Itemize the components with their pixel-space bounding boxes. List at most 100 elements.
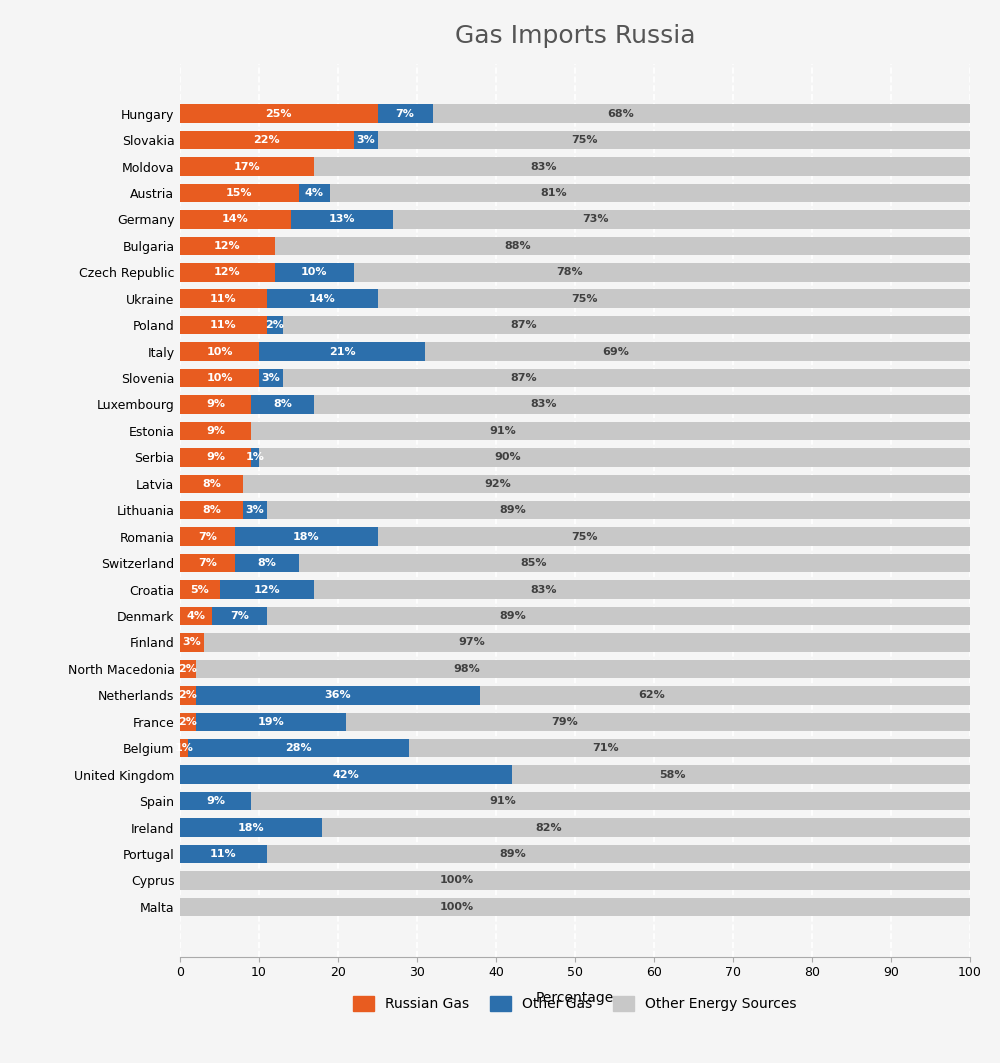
- Text: 15%: 15%: [226, 188, 252, 198]
- Text: 2%: 2%: [178, 690, 197, 701]
- Bar: [480, 686, 970, 705]
- Text: 18%: 18%: [293, 532, 320, 542]
- Text: 62%: 62%: [638, 690, 665, 701]
- Text: 7%: 7%: [396, 108, 415, 119]
- Bar: [267, 501, 970, 520]
- Text: 7%: 7%: [198, 558, 217, 568]
- Text: 14%: 14%: [309, 293, 336, 304]
- Text: 73%: 73%: [582, 215, 608, 224]
- Bar: [180, 660, 196, 678]
- Text: 9%: 9%: [206, 796, 225, 806]
- Bar: [275, 263, 354, 282]
- Text: 68%: 68%: [607, 108, 634, 119]
- Bar: [180, 449, 251, 467]
- Bar: [251, 792, 970, 810]
- Text: 10%: 10%: [301, 267, 328, 277]
- Text: 83%: 83%: [531, 162, 557, 171]
- Text: 88%: 88%: [505, 241, 531, 251]
- Bar: [330, 184, 970, 202]
- Bar: [346, 712, 970, 731]
- Bar: [298, 554, 970, 572]
- Bar: [180, 131, 354, 149]
- Text: 3%: 3%: [182, 638, 201, 647]
- Text: 8%: 8%: [257, 558, 276, 568]
- Bar: [180, 184, 298, 202]
- Bar: [314, 580, 970, 598]
- Text: 82%: 82%: [536, 823, 562, 832]
- Bar: [204, 634, 970, 652]
- Text: 17%: 17%: [234, 162, 260, 171]
- Bar: [354, 263, 970, 282]
- Text: 8%: 8%: [202, 505, 221, 516]
- Text: 9%: 9%: [206, 426, 225, 436]
- Bar: [251, 449, 259, 467]
- Bar: [180, 474, 243, 493]
- Text: 4%: 4%: [186, 611, 205, 621]
- Text: 79%: 79%: [551, 716, 578, 727]
- Text: 83%: 83%: [531, 585, 557, 594]
- Text: 75%: 75%: [572, 135, 598, 145]
- Bar: [512, 765, 970, 783]
- Text: 2%: 2%: [178, 716, 197, 727]
- Text: 36%: 36%: [325, 690, 351, 701]
- Text: 7%: 7%: [198, 532, 217, 542]
- Text: 81%: 81%: [541, 188, 567, 198]
- Bar: [180, 369, 259, 387]
- Text: 2%: 2%: [178, 664, 197, 674]
- Text: 19%: 19%: [257, 716, 284, 727]
- Text: 89%: 89%: [500, 849, 526, 859]
- Bar: [180, 395, 251, 414]
- Text: 98%: 98%: [453, 664, 480, 674]
- Text: 14%: 14%: [222, 215, 249, 224]
- Text: 3%: 3%: [246, 505, 264, 516]
- Text: 91%: 91%: [489, 796, 516, 806]
- Bar: [322, 819, 970, 837]
- Text: 13%: 13%: [329, 215, 355, 224]
- Bar: [180, 501, 243, 520]
- Legend: Russian Gas, Other Gas, Other Energy Sources: Russian Gas, Other Gas, Other Energy Sou…: [348, 991, 802, 1016]
- Text: 78%: 78%: [556, 267, 583, 277]
- Bar: [180, 263, 275, 282]
- Text: 12%: 12%: [214, 267, 241, 277]
- Bar: [409, 739, 970, 758]
- Bar: [283, 316, 970, 335]
- Bar: [235, 554, 298, 572]
- Bar: [298, 184, 330, 202]
- Bar: [180, 554, 235, 572]
- Bar: [267, 607, 970, 625]
- Title: Gas Imports Russia: Gas Imports Russia: [455, 24, 695, 48]
- Bar: [180, 634, 204, 652]
- Text: 8%: 8%: [202, 478, 221, 489]
- Text: 22%: 22%: [254, 135, 280, 145]
- Bar: [378, 527, 970, 546]
- Text: 8%: 8%: [273, 400, 292, 409]
- Text: 2%: 2%: [265, 320, 284, 331]
- Bar: [314, 395, 970, 414]
- Bar: [378, 289, 970, 308]
- Text: 91%: 91%: [489, 426, 516, 436]
- Text: 10%: 10%: [206, 373, 233, 383]
- Text: 3%: 3%: [356, 135, 375, 145]
- Text: 11%: 11%: [210, 293, 237, 304]
- Text: 1%: 1%: [246, 453, 264, 462]
- Bar: [212, 607, 267, 625]
- Bar: [180, 342, 259, 360]
- Bar: [220, 580, 314, 598]
- Bar: [259, 449, 970, 467]
- Bar: [180, 819, 322, 837]
- Bar: [259, 342, 425, 360]
- Text: 5%: 5%: [190, 585, 209, 594]
- Text: 69%: 69%: [602, 347, 629, 356]
- Bar: [180, 872, 970, 890]
- Text: 12%: 12%: [214, 241, 241, 251]
- Text: 28%: 28%: [285, 743, 312, 754]
- Bar: [188, 739, 409, 758]
- Text: 97%: 97%: [459, 638, 485, 647]
- Bar: [180, 316, 267, 335]
- Text: 89%: 89%: [500, 505, 526, 516]
- Text: 100%: 100%: [439, 901, 474, 912]
- Text: 21%: 21%: [329, 347, 355, 356]
- Bar: [180, 422, 251, 440]
- Bar: [196, 686, 480, 705]
- Text: 9%: 9%: [206, 453, 225, 462]
